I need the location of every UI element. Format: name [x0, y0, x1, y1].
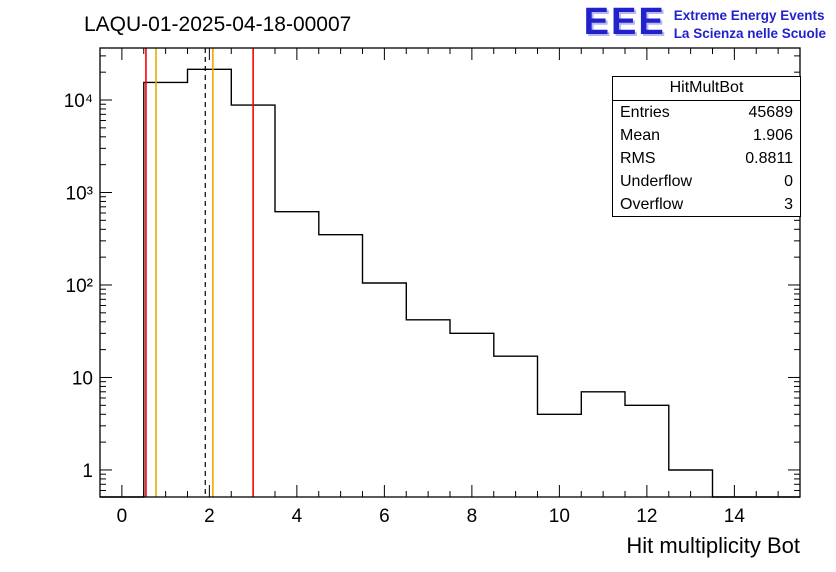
svg-text:1: 1 — [82, 461, 93, 482]
stats-box-title: HitMultBot — [613, 77, 800, 101]
stats-label: RMS — [620, 150, 656, 167]
stats-row-overflow: Overflow 3 — [613, 193, 800, 216]
stats-value: 0 — [784, 173, 793, 190]
stats-value: 45689 — [748, 104, 794, 121]
stats-label: Entries — [620, 104, 670, 121]
stats-row-rms: RMS 0.8811 — [613, 147, 800, 170]
svg-text:10: 10 — [549, 506, 570, 527]
svg-text:12: 12 — [636, 506, 657, 527]
stats-label: Overflow — [620, 196, 684, 213]
svg-text:2: 2 — [204, 506, 215, 527]
stats-label: Mean — [620, 127, 661, 144]
svg-text:10⁴: 10⁴ — [64, 91, 93, 112]
eee-logo-line2: La Scienza nelle Scuole — [673, 26, 826, 42]
stats-row-mean: Mean 1.906 — [613, 124, 800, 147]
svg-text:10³: 10³ — [66, 183, 93, 204]
eee-logo-text: Extreme Energy Events La Scienza nelle S… — [674, 4, 826, 43]
stats-row-entries: Entries 45689 — [613, 101, 800, 124]
stats-value: 3 — [784, 196, 793, 213]
svg-text:10: 10 — [72, 368, 93, 389]
svg-text:10²: 10² — [66, 276, 93, 297]
eee-logo-letters: EEE — [583, 1, 666, 43]
eee-logo-line1: Extreme Energy Events — [673, 8, 825, 23]
stats-label: Underflow — [620, 173, 693, 190]
svg-text:4: 4 — [292, 506, 303, 527]
svg-text:14: 14 — [724, 506, 746, 527]
stats-value: 1.906 — [752, 127, 793, 144]
stats-row-underflow: Underflow 0 — [613, 170, 800, 193]
x-axis-title: Hit multiplicity Bot — [626, 533, 800, 558]
page-title: LAQU-01-2025-04-18-00007 — [84, 13, 352, 36]
eee-logo: EEE Extreme Energy Events La Scienza nel… — [583, 1, 826, 43]
stats-box: HitMultBot Entries 45689 Mean 1.906 RMS … — [612, 76, 801, 217]
svg-text:8: 8 — [467, 506, 478, 527]
svg-text:0: 0 — [117, 506, 128, 527]
svg-text:6: 6 — [379, 506, 390, 527]
stats-value: 0.8811 — [745, 150, 793, 167]
